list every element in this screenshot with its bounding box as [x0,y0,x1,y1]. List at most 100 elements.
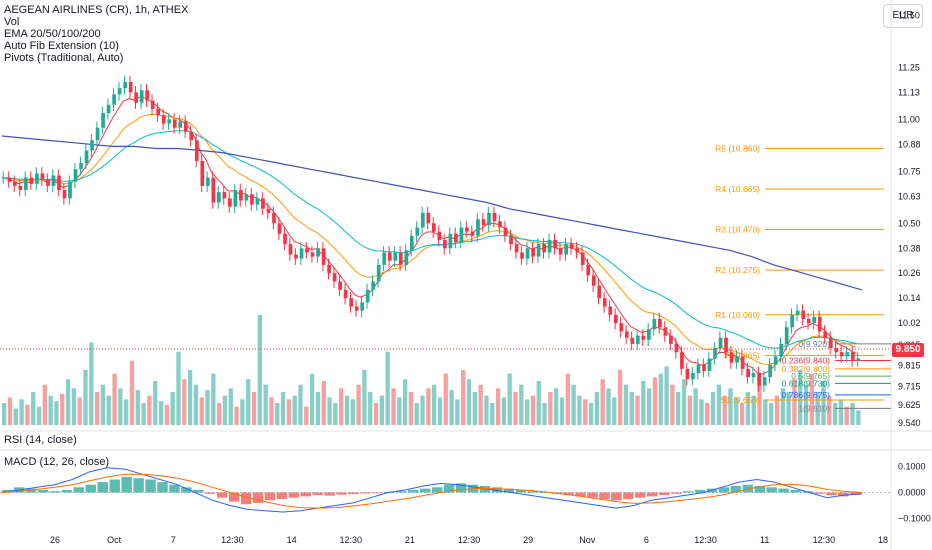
indicator-ema[interactable]: EMA 20/50/100/200 [4,28,101,40]
volume-bar [164,404,170,425]
candle-body [101,113,105,128]
volume-bar [437,397,443,425]
macd-histogram-bar [599,492,610,499]
volume-bar [658,373,663,425]
candle-body [630,337,635,344]
volume-bar [77,397,82,425]
candle-body [250,194,254,205]
volume-bar [693,388,698,425]
macd-histogram-bar [682,491,694,493]
volume-bar [559,397,565,425]
candle-body [13,181,17,186]
candle-body [647,329,651,340]
candle-body [564,244,569,255]
volume-bar [391,388,396,425]
volume-bar [193,384,199,425]
macd-histogram-bar [647,492,658,497]
volume-bar [339,388,344,425]
candle-body [509,235,513,245]
macd-histogram-bar [575,492,586,497]
candle-body [762,377,767,386]
volume-bar [577,395,582,425]
macd-histogram-bar [2,489,13,493]
volume-bar [623,384,629,425]
volume-bar [617,370,623,425]
volume-bar [600,379,605,425]
chart-legend: AEGEAN AIRLINES (CR), 1h, ATHEX Vol EMA … [4,4,188,64]
volume-bar [54,401,59,425]
currency-button[interactable]: EUR [883,4,923,28]
macd-histogram-bar [587,492,598,498]
candle-body [90,140,94,151]
volume-bar [536,381,541,425]
volume-bar [588,403,594,425]
indicator-fib[interactable]: Auto Fib Extension (10) [4,40,119,52]
candle-body [415,227,420,236]
macd-histogram-bar [658,492,670,496]
macd-histogram-bar [121,476,132,493]
volume-bar [763,399,768,425]
volume-bar [647,388,652,425]
candle-body [575,248,580,253]
volume-bar [844,406,849,425]
pivot-label: R2 (10.275) [715,265,760,275]
volume-bar [89,342,94,425]
volume-bar [815,392,820,425]
volume-bar [402,379,408,425]
candle-body [696,364,701,374]
macd-tick-label: 0.0000 [898,488,926,498]
candle-body [283,233,287,245]
candle-body [850,352,855,361]
candle-body [713,348,717,359]
macd-histogram-bar [778,488,789,493]
rsi-legend[interactable]: RSI (14, close) [4,434,77,446]
indicator-pivots[interactable]: Pivots (Traditional, Auto) [4,52,124,64]
candle-body [503,227,508,236]
volume-bar [65,379,71,425]
candle-body [51,175,56,186]
candle-body [773,356,778,365]
macd-histogram-bar [503,488,515,493]
ema-lines [1,96,863,375]
candle-body [360,302,365,311]
macd-histogram-bar [348,492,359,495]
volume-bar [705,403,710,425]
volume-bar [373,403,379,425]
price-tick-label: 10.26 [898,268,921,278]
macd-histogram-bar [754,486,765,493]
macd-histogram-bar [240,492,252,505]
macd-histogram-bar [37,489,49,493]
candle-body [150,100,155,109]
macd-histogram-bar [133,478,144,493]
macd-histogram-bar [276,492,288,499]
candle-body [288,244,293,255]
candle-body [95,127,100,141]
volume-bar [83,370,88,425]
candle-body [393,252,398,261]
volume-bar [71,388,77,425]
time-axis[interactable]: 26 Oct 7 12:30 14 12:30 21 12:30 29 Nov 6 12:30 11 12… [50,535,888,545]
candle-body [217,192,221,203]
volume-bar [809,373,815,425]
fib-label: 1(9.610) [798,403,830,413]
macd-histogram-bar [217,492,228,498]
indicator-vol[interactable]: Vol [4,16,20,28]
macd-legend[interactable]: MACD (12, 26, close) [4,456,110,468]
macd-histogram-bar [157,482,168,493]
volume-bar [7,397,13,425]
volume-bar [548,392,553,425]
candle-body [134,92,139,103]
volume-bar [803,384,809,425]
volume-bar [158,401,164,425]
volume-bar [408,392,414,425]
price-axis[interactable]: 11.50 11.25 11.13 11.00 10.88 10.75 10.63 10.50… [898,10,921,428]
candle-body [349,298,354,307]
price-tick-label: 10.63 [898,191,921,201]
candle-body [261,198,265,209]
price-tick-label: 9.815 [898,361,921,371]
candle-body [707,358,712,371]
volume-bar [257,315,262,425]
candle-body [597,285,602,299]
candle-body [448,233,453,249]
